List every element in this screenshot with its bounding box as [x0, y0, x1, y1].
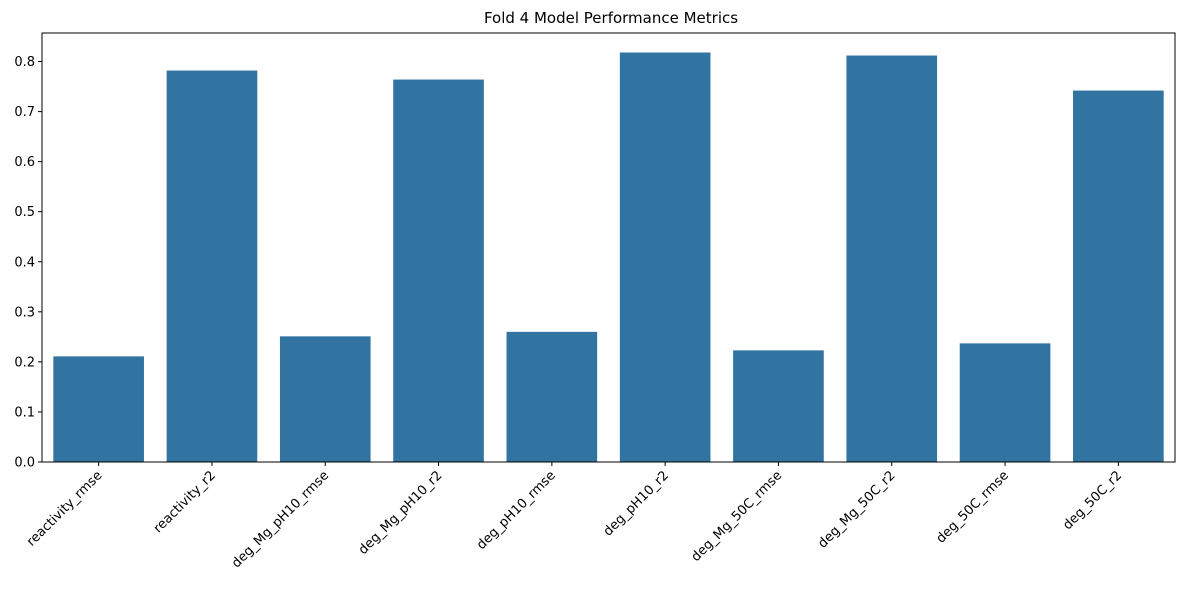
- y-tick-label: 0.6: [14, 155, 35, 170]
- x-tick-label: deg_Mg_pH10_rmse: [229, 468, 332, 571]
- bar-reactivity_rmse: [53, 356, 144, 462]
- x-tick-label: deg_Mg_50C_rmse: [689, 468, 786, 565]
- y-tick-label: 0.4: [14, 255, 35, 270]
- plot-frame: [41, 32, 1176, 463]
- x-axis: reactivity_rmse reactivity_r2 deg_Mg_pH10_…: [24, 462, 1125, 571]
- bar-deg_50C_rmse: [959, 343, 1051, 462]
- x-tick-label: deg_Mg_50C_r2: [815, 468, 898, 551]
- bar-deg_Mg_50C_r2: [846, 55, 938, 463]
- bar-deg_Mg_pH10_rmse: [279, 336, 371, 462]
- bar-reactivity_r2: [166, 70, 258, 462]
- y-tick-label: 0.7: [14, 105, 35, 120]
- x-tick-label: deg_50C_rmse: [934, 468, 1012, 546]
- y-tick-label: 0.8: [14, 55, 35, 70]
- y-tick-label: 0.2: [14, 355, 35, 370]
- x-tick-label: deg_pH10_rmse: [474, 468, 559, 553]
- y-tick-label: 0.5: [14, 205, 35, 220]
- chart-title: Fold 4 Model Performance Metrics: [484, 9, 738, 27]
- bars-group: [53, 52, 1164, 463]
- y-tick-label: 0.3: [14, 305, 35, 320]
- x-tick-label: reactivity_r2: [151, 468, 219, 536]
- x-tick-label: deg_Mg_pH10_r2: [356, 468, 446, 558]
- y-tick-label: 0.0: [14, 456, 35, 471]
- y-axis: 0.0 0.1 0.2 0.3 0.4 0.5 0.6 0.7 0.8: [14, 55, 42, 471]
- x-tick-label: reactivity_rmse: [24, 468, 105, 549]
- bar-deg_50C_r2: [1073, 90, 1164, 463]
- y-tick-label: 0.1: [14, 405, 35, 420]
- bar-deg_Mg_50C_rmse: [733, 350, 824, 462]
- bar-deg_Mg_pH10_r2: [393, 79, 484, 462]
- bar-deg_pH10_r2: [619, 52, 711, 462]
- x-tick-label: deg_50C_r2: [1060, 468, 1125, 533]
- x-tick-label: deg_pH10_r2: [601, 468, 672, 539]
- bar-deg_pH10_rmse: [506, 331, 598, 462]
